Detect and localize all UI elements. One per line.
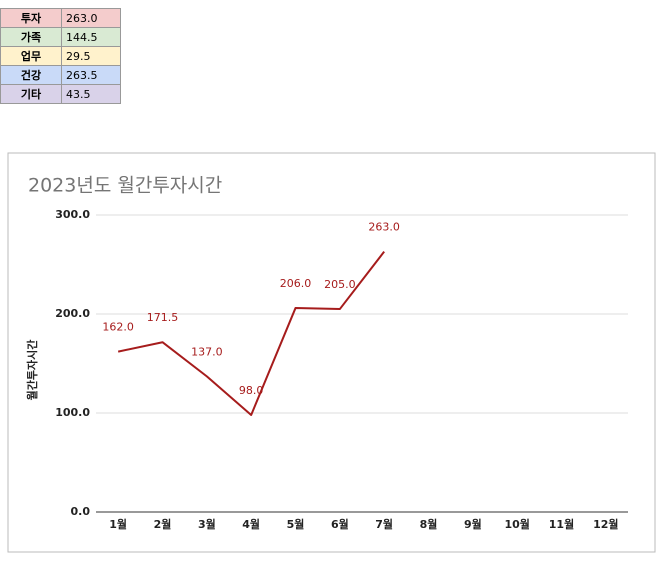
data-label: 98.0 — [239, 384, 264, 397]
category-cell[interactable]: 업무 — [0, 46, 62, 66]
category-cell[interactable]: 가족 — [0, 27, 62, 47]
y-tick-label: 200.0 — [55, 307, 90, 320]
data-label: 137.0 — [191, 345, 223, 358]
y-tick-label: 0.0 — [71, 505, 91, 518]
data-label: 263.0 — [368, 221, 400, 234]
x-tick-label: 4월 — [242, 517, 260, 531]
x-tick-label: 10월 — [504, 517, 529, 531]
category-cell[interactable]: 기타 — [0, 84, 62, 104]
chart-frame — [7, 152, 656, 553]
x-tick-label: 6월 — [331, 517, 349, 531]
y-tick-label: 300.0 — [55, 208, 90, 221]
data-label: 205.0 — [324, 278, 356, 291]
category-cell[interactable]: 투자 — [0, 8, 62, 28]
x-tick-label: 3월 — [198, 517, 216, 531]
y-axis-label: 월간투자시간 — [25, 340, 39, 401]
x-tick-label: 9월 — [464, 517, 482, 531]
x-tick-label: 12월 — [593, 517, 618, 531]
x-tick-label: 11월 — [549, 517, 574, 531]
data-table: 투자 263.0 가족 144.5 업무 29.5 건강 263.5 기타 43.5 — [0, 8, 121, 104]
table-row: 투자 263.0 — [0, 8, 121, 28]
table-row: 가족 144.5 — [0, 27, 121, 47]
x-tick-label: 1월 — [109, 517, 127, 531]
table-row: 업무 29.5 — [0, 46, 121, 66]
x-tick-label: 7월 — [375, 517, 393, 531]
line — [117, 251, 385, 416]
value-cell[interactable]: 29.5 — [61, 46, 121, 66]
x-tick-label: 5월 — [287, 517, 305, 531]
data-label: 171.5 — [147, 311, 179, 324]
data-label: 206.0 — [280, 277, 312, 290]
data-label: 162.0 — [102, 321, 134, 334]
x-tick-label: 8월 — [420, 517, 438, 531]
table-row: 기타 43.5 — [0, 84, 121, 104]
chart-title: 2023년도 월간투자시간 — [28, 175, 222, 197]
x-tick-label: 2월 — [154, 517, 172, 531]
value-cell[interactable]: 43.5 — [61, 84, 121, 104]
category-cell[interactable]: 건강 — [0, 65, 62, 85]
value-cell[interactable]: 263.0 — [61, 8, 121, 28]
y-tick-label: 100.0 — [55, 406, 90, 419]
